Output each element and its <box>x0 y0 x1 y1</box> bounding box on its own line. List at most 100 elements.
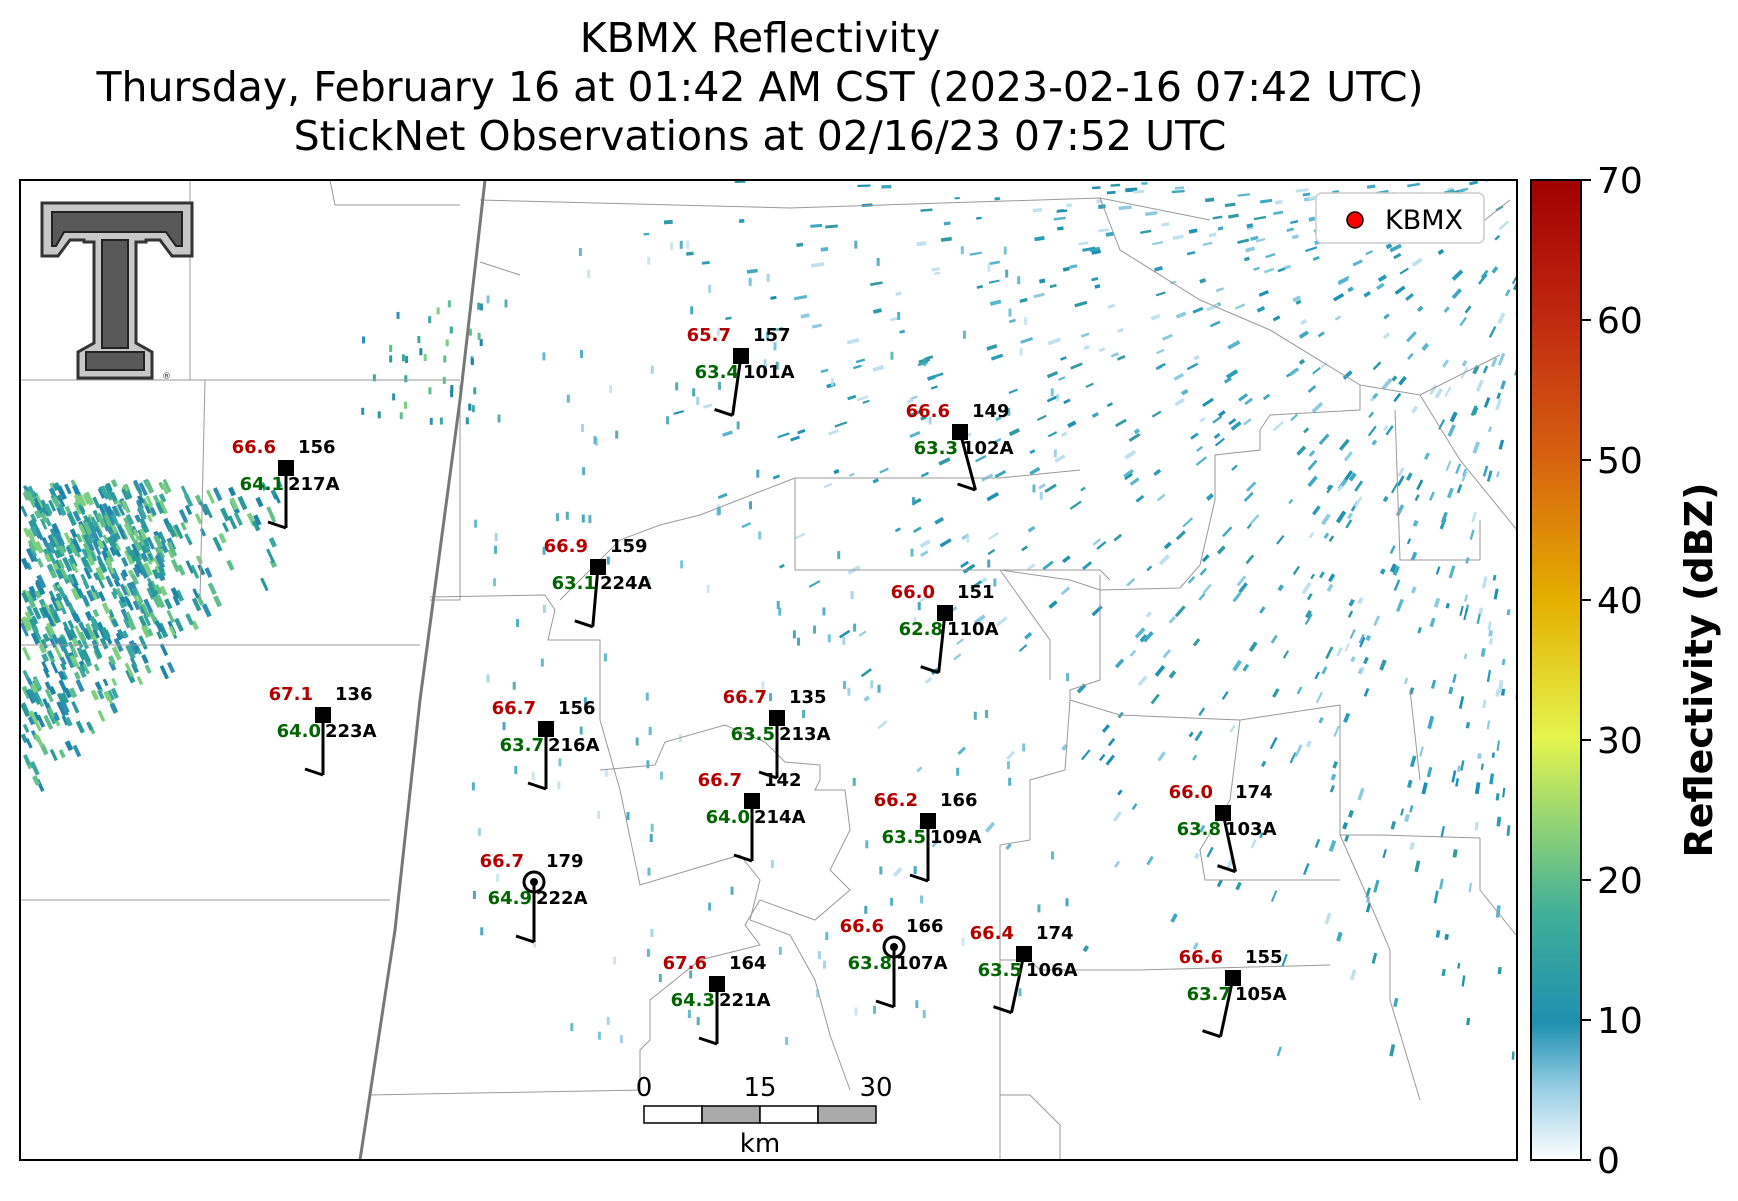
station-id: 136 <box>335 684 373 705</box>
registered-mark-icon: ® <box>162 372 171 382</box>
texas-tech-double-t-logo: ® <box>40 201 194 382</box>
station-dewpoint: 62.8 <box>899 619 943 640</box>
station-id: 142 <box>764 770 802 791</box>
station-id: 155 <box>1245 947 1283 968</box>
station-marker-icon <box>590 559 606 575</box>
station-id: 151 <box>957 582 995 603</box>
station-label: 110A <box>947 619 999 640</box>
station-temperature: 66.6 <box>906 401 950 422</box>
station-dewpoint: 63.3 <box>914 438 958 459</box>
station-temperature: 66.7 <box>698 770 742 791</box>
station-id: 156 <box>558 698 596 719</box>
station-temperature: 66.7 <box>492 698 536 719</box>
wind-barb-icon <box>1010 953 1026 1014</box>
station-label: 213A <box>779 724 831 745</box>
station-222A: 66.7 179 64.9 222A <box>480 851 588 944</box>
station-label: 109A <box>930 827 982 848</box>
station-214A: 66.7 142 64.0 214A <box>698 770 806 863</box>
station-marker-icon <box>538 721 554 737</box>
station-dewpoint: 64.9 <box>488 888 532 909</box>
scale-bar: 0 15 30 km <box>636 1073 893 1159</box>
station-id: 166 <box>940 790 978 811</box>
station-marker-icon <box>278 460 294 476</box>
station-id: 174 <box>1235 782 1273 803</box>
colorbar: 0 10 20 30 40 50 60 70 Reflectivity (dBZ) <box>1530 161 1721 1182</box>
station-106A: 66.4 174 63.5 106A <box>970 923 1078 1015</box>
station-dewpoint: 63.5 <box>882 827 926 848</box>
map-background <box>20 180 1517 1160</box>
station-marker-icon <box>937 605 953 621</box>
station-id: 135 <box>789 687 827 708</box>
station-temperature: 66.9 <box>544 536 588 557</box>
station-temperature: 66.0 <box>1169 782 1213 803</box>
colorbar-tick-label: 10 <box>1597 1001 1643 1042</box>
station-221A: 67.6 164 64.3 221A <box>663 953 771 1046</box>
station-temperature: 66.6 <box>232 437 276 458</box>
station-109A: 66.2 166 63.5 109A <box>874 790 982 883</box>
station-temperature: 66.7 <box>480 851 524 872</box>
legend-label: KBMX <box>1385 205 1463 236</box>
colorbar-gradient <box>1530 179 1582 1161</box>
station-105A: 66.6 155 63.7 105A <box>1179 947 1287 1039</box>
colorbar-tick-label: 30 <box>1597 721 1643 762</box>
station-id: 164 <box>729 953 767 974</box>
station-id: 179 <box>546 851 584 872</box>
station-label: 224A <box>600 573 652 594</box>
calm-wind-circle-icon <box>522 870 546 894</box>
colorbar-label: Reflectivity (dBZ) <box>1677 482 1721 857</box>
calm-wind-circle-icon <box>882 935 906 959</box>
station-id: 156 <box>298 437 336 458</box>
station-dewpoint: 63.7 <box>500 735 544 756</box>
colorbar-tick-label: 50 <box>1597 441 1643 482</box>
station-dewpoint: 64.0 <box>706 807 750 828</box>
state-border <box>358 180 487 1160</box>
station-label: 105A <box>1235 984 1287 1005</box>
title-line-3: StickNet Observations at 02/16/23 07:52 … <box>293 112 1227 160</box>
station-marker-icon <box>920 813 936 829</box>
station-temperature: 66.4 <box>970 923 1014 944</box>
radar-reflectivity-echoes <box>20 180 1517 1060</box>
station-temperature: 67.1 <box>269 684 313 705</box>
station-label: 217A <box>288 474 340 495</box>
station-id: 166 <box>906 916 944 937</box>
station-label: 221A <box>719 990 771 1011</box>
station-id: 159 <box>610 536 648 557</box>
sticknet-stations: 65.7 157 63.4 101A 66.6 149 63.3 102A 66.6 156 64.… <box>232 325 1287 1046</box>
map-frame <box>19 179 1518 1161</box>
station-224A: 66.9 159 63.1 224A <box>544 536 652 629</box>
station-marker-icon <box>1016 946 1032 962</box>
station-temperature: 66.7 <box>723 687 767 708</box>
station-label: 102A <box>962 438 1014 459</box>
station-temperature: 67.6 <box>663 953 707 974</box>
station-label: 106A <box>1026 960 1078 981</box>
station-101A: 65.7 157 63.4 101A <box>687 325 795 417</box>
station-dewpoint: 64.3 <box>671 990 715 1011</box>
station-110A: 66.0 151 62.8 110A <box>891 582 999 675</box>
county-borders <box>20 180 1517 1160</box>
station-id: 174 <box>1036 923 1074 944</box>
station-marker-icon <box>1225 970 1241 986</box>
station-marker-icon <box>1215 805 1231 821</box>
station-223A: 67.1 136 64.0 223A <box>269 684 377 777</box>
scale-tick-15: 15 <box>743 1073 776 1103</box>
wind-barb-icon <box>937 612 947 673</box>
station-temperature: 66.6 <box>840 916 884 937</box>
station-marker-icon <box>769 710 785 726</box>
station-dewpoint: 63.5 <box>978 960 1022 981</box>
station-id: 149 <box>972 401 1010 422</box>
station-label: 103A <box>1225 819 1277 840</box>
station-temperature: 66.2 <box>874 790 918 811</box>
wind-barb-icon <box>731 355 743 416</box>
station-label: 214A <box>754 807 806 828</box>
station-213A: 66.7 135 63.5 213A <box>723 687 831 780</box>
station-217A: 66.6 156 64.1 217A <box>232 437 340 530</box>
title-line-1: KBMX Reflectivity <box>579 14 941 62</box>
station-temperature: 65.7 <box>687 325 731 346</box>
station-marker-icon <box>744 793 760 809</box>
station-marker-icon <box>733 348 749 364</box>
colorbar-tick-label: 60 <box>1597 301 1643 342</box>
scale-unit: km <box>740 1129 780 1159</box>
colorbar-tick-label: 70 <box>1597 161 1643 202</box>
station-id: 157 <box>753 325 791 346</box>
